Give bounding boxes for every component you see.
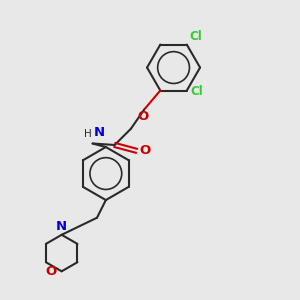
Text: Cl: Cl: [190, 30, 203, 43]
Text: O: O: [140, 144, 151, 158]
Text: N: N: [56, 220, 67, 233]
Text: O: O: [45, 265, 56, 278]
Text: O: O: [137, 110, 148, 123]
Text: Cl: Cl: [190, 85, 203, 98]
Text: H: H: [84, 129, 92, 139]
Text: N: N: [94, 126, 105, 139]
